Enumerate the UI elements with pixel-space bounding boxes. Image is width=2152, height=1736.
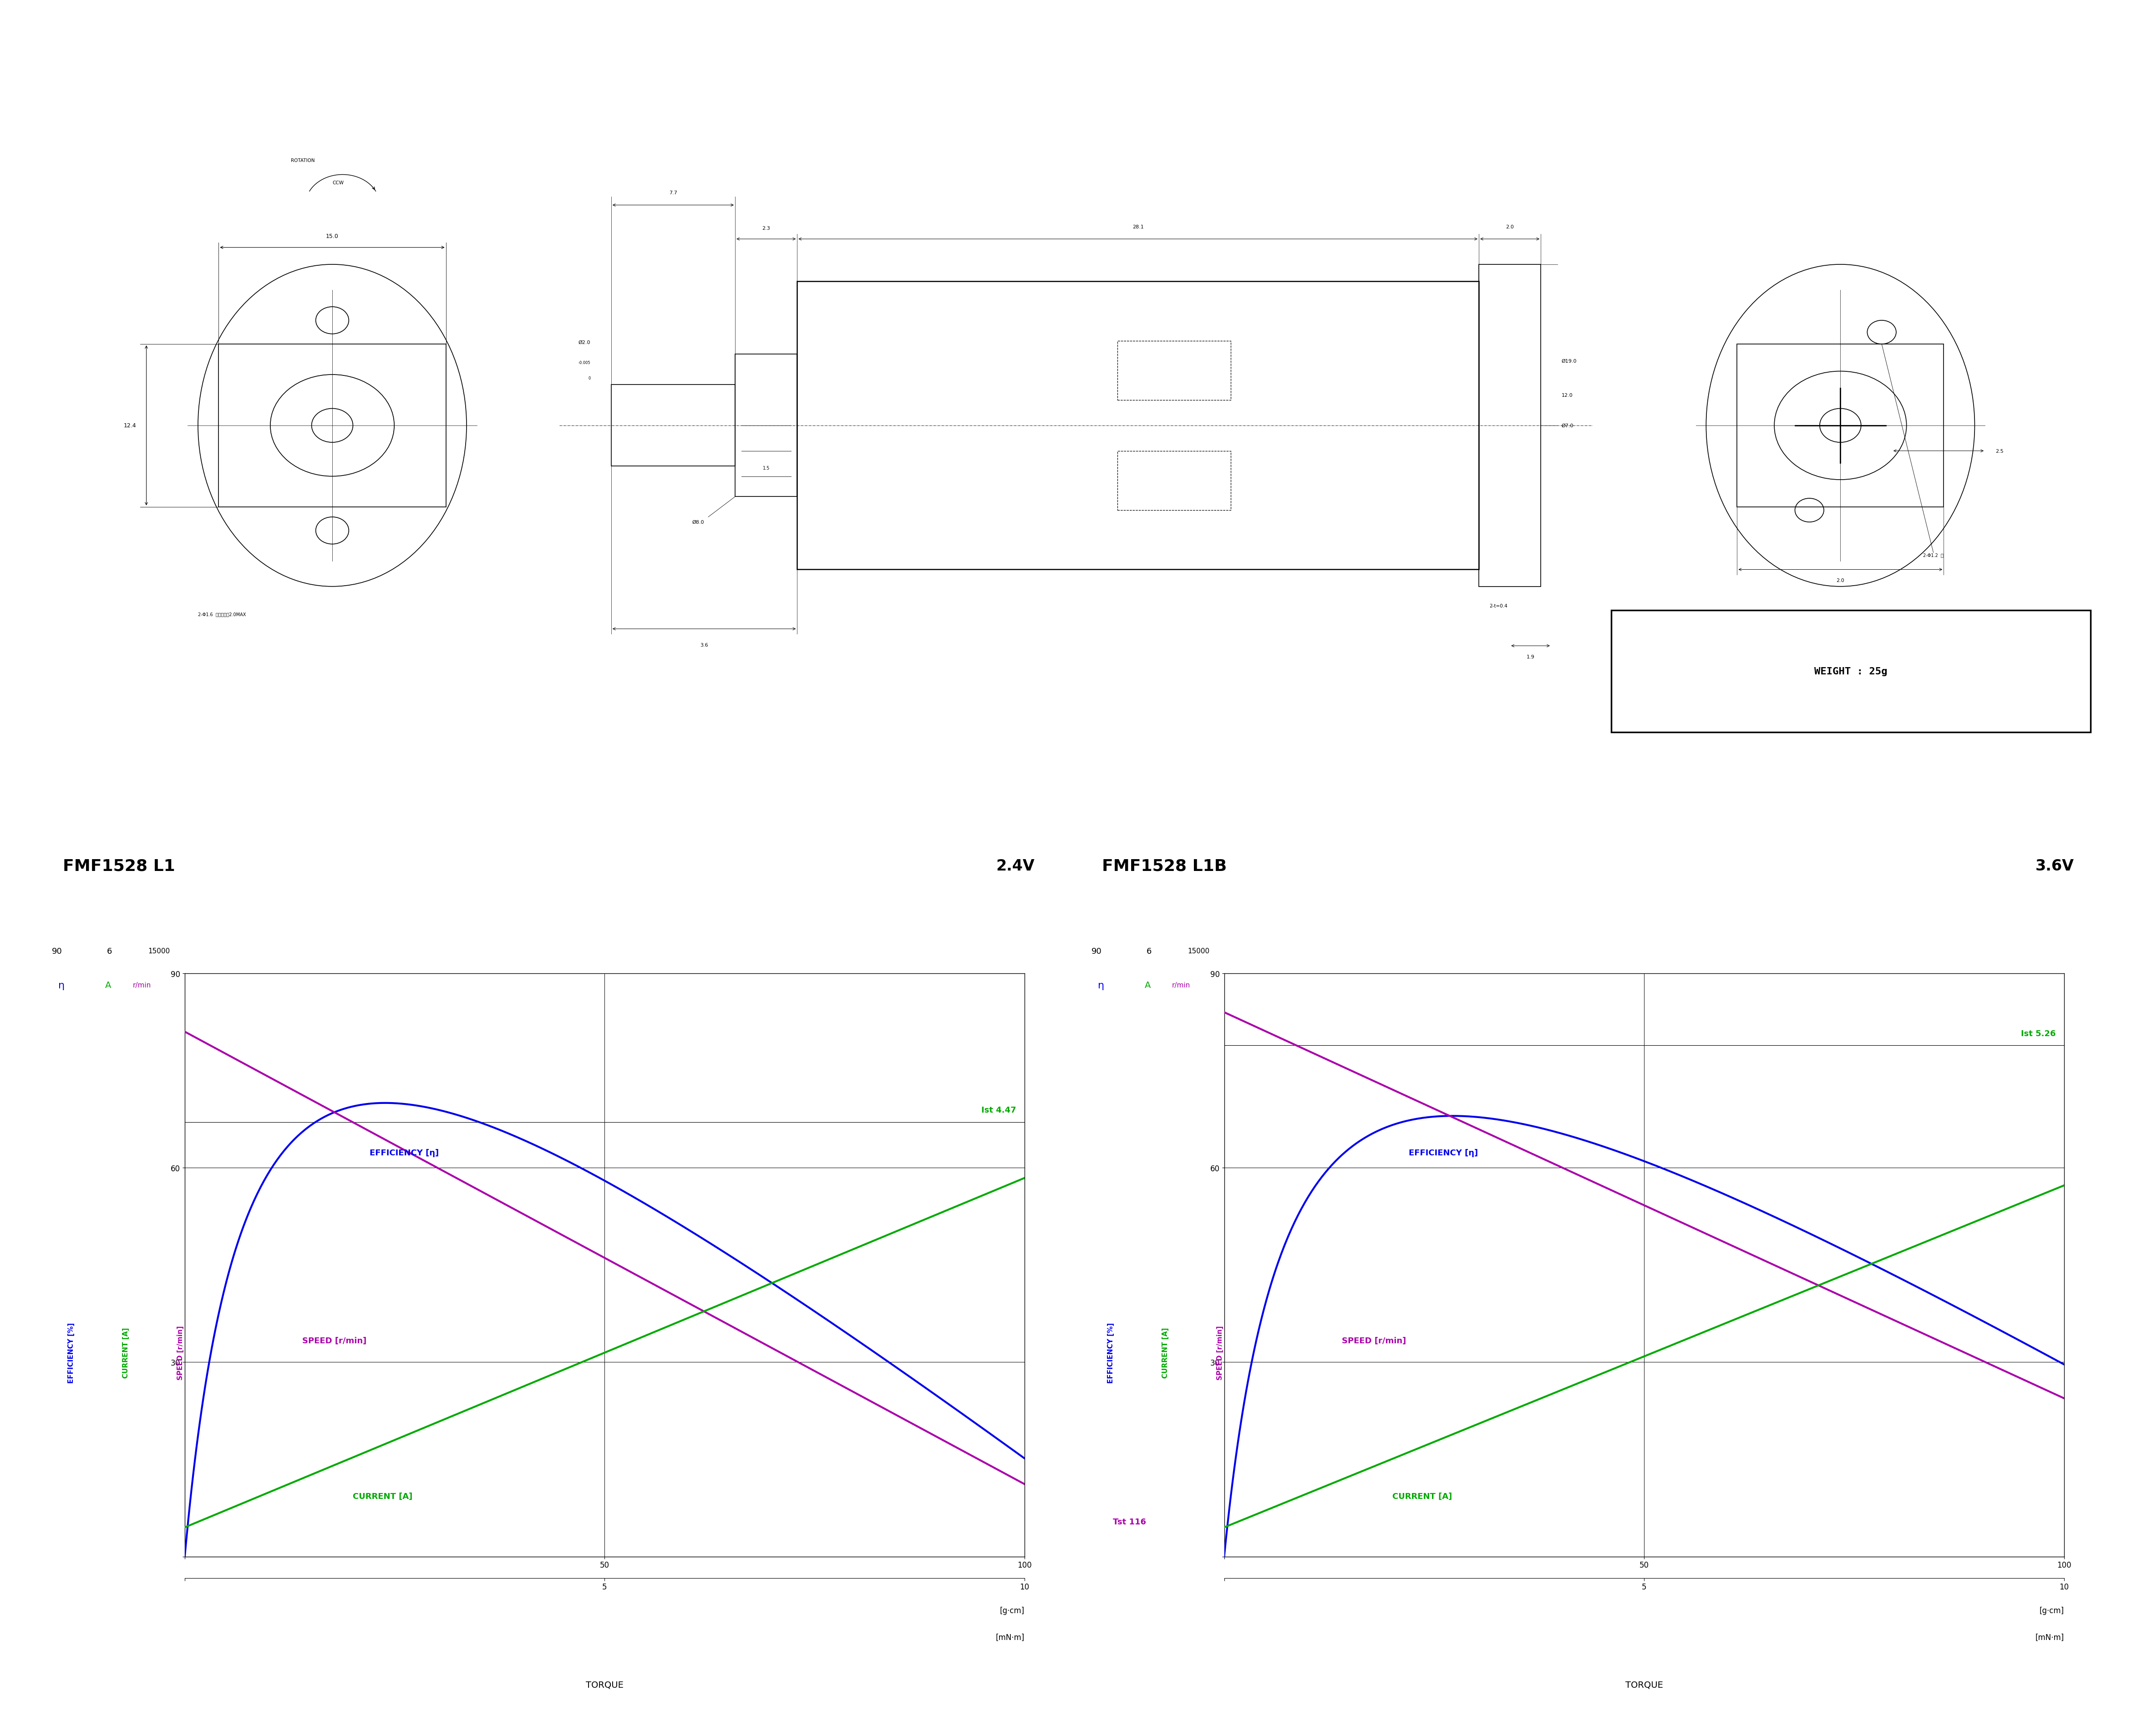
Text: CURRENT [A]: CURRENT [A] [1392, 1491, 1453, 1500]
Text: EFFICIENCY [%]: EFFICIENCY [%] [1108, 1323, 1115, 1384]
Text: 0: 0 [587, 377, 590, 380]
Text: [g·cm]: [g·cm] [1001, 1606, 1024, 1614]
Text: 90: 90 [52, 948, 62, 955]
Text: η: η [58, 981, 65, 990]
Text: Ist 5.26: Ist 5.26 [2021, 1029, 2055, 1038]
Text: 15000: 15000 [1188, 948, 1209, 955]
Text: [mN·m]: [mN·m] [2036, 1634, 2064, 1641]
Text: 2.0: 2.0 [1836, 578, 1844, 583]
Text: SPEED [r/min]: SPEED [r/min] [301, 1337, 366, 1345]
Bar [220, 344, 445, 507]
Text: Ø8.0: Ø8.0 [693, 521, 704, 524]
Text: A: A [105, 981, 112, 990]
Text: SPEED [r/min]: SPEED [r/min] [176, 1325, 183, 1380]
FancyBboxPatch shape [1612, 611, 2090, 733]
Text: 12.4: 12.4 [123, 424, 136, 429]
Text: EFFICIENCY [%]: EFFICIENCY [%] [69, 1323, 75, 1384]
Text: SPEED [r/min]: SPEED [r/min] [1216, 1325, 1222, 1380]
Bar [1737, 344, 1943, 507]
Text: CURRENT [A]: CURRENT [A] [1162, 1326, 1169, 1378]
Bar [736, 354, 796, 496]
Text: 6: 6 [1147, 948, 1151, 955]
Text: 1.9: 1.9 [1526, 654, 1534, 660]
Bar [1117, 451, 1231, 510]
Text: 2-Φ1.2  穴: 2-Φ1.2 穴 [1924, 552, 1943, 557]
Text: 2.3: 2.3 [762, 226, 770, 231]
Text: EFFICIENCY [η]: EFFICIENCY [η] [370, 1149, 439, 1156]
Text: SPEED [r/min]: SPEED [r/min] [1341, 1337, 1405, 1345]
Text: 6: 6 [108, 948, 112, 955]
Text: 15000: 15000 [148, 948, 170, 955]
Text: Ist 4.47: Ist 4.47 [981, 1106, 1016, 1115]
Text: r/min: r/min [1173, 983, 1190, 988]
Text: WEIGHT : 25g: WEIGHT : 25g [1814, 667, 1887, 675]
Text: 2-t=0.4: 2-t=0.4 [1489, 604, 1506, 608]
Text: Ø19.0: Ø19.0 [1562, 359, 1577, 363]
Text: CCW: CCW [331, 181, 344, 186]
Text: 1.5: 1.5 [762, 465, 770, 470]
Text: 3.6V: 3.6V [2036, 859, 2075, 873]
Text: 28.1: 28.1 [1132, 224, 1143, 229]
Text: [g·cm]: [g·cm] [2040, 1606, 2064, 1614]
Bar [796, 281, 1478, 569]
Text: TORQUE: TORQUE [1625, 1680, 1663, 1689]
Text: r/min: r/min [133, 983, 151, 988]
Text: ROTATION: ROTATION [291, 158, 314, 163]
Text: η: η [1098, 981, 1104, 990]
Text: 15.0: 15.0 [325, 233, 338, 240]
Text: CURRENT [A]: CURRENT [A] [353, 1491, 413, 1500]
Text: TORQUE: TORQUE [585, 1680, 624, 1689]
Text: A: A [1145, 981, 1151, 990]
Text: CURRENT [A]: CURRENT [A] [123, 1326, 129, 1378]
Bar [1478, 266, 1541, 587]
Bar [611, 385, 736, 467]
Text: 2.0: 2.0 [1506, 224, 1513, 229]
Text: 12.0: 12.0 [1562, 392, 1573, 398]
Text: FMF1528 L1: FMF1528 L1 [62, 858, 174, 873]
Text: 7.7: 7.7 [669, 191, 678, 194]
Text: 2-Φ1.6  穴挿入深さ2.0MAX: 2-Φ1.6 穴挿入深さ2.0MAX [198, 613, 245, 616]
Text: Ø7.0: Ø7.0 [1562, 424, 1573, 429]
Text: Tst 116: Tst 116 [1113, 1517, 1147, 1526]
Text: 2.5: 2.5 [1995, 450, 2004, 453]
Text: FMF1528 L1B: FMF1528 L1B [1102, 858, 1227, 873]
Bar [1117, 340, 1231, 401]
Text: [mN·m]: [mN·m] [996, 1634, 1024, 1641]
Text: Ø2.0: Ø2.0 [579, 340, 590, 345]
Text: -0.005: -0.005 [579, 361, 590, 365]
Text: 3.6: 3.6 [699, 642, 708, 648]
Text: 90: 90 [1091, 948, 1102, 955]
Text: EFFICIENCY [η]: EFFICIENCY [η] [1410, 1149, 1478, 1156]
Text: 2.4V: 2.4V [996, 859, 1035, 873]
